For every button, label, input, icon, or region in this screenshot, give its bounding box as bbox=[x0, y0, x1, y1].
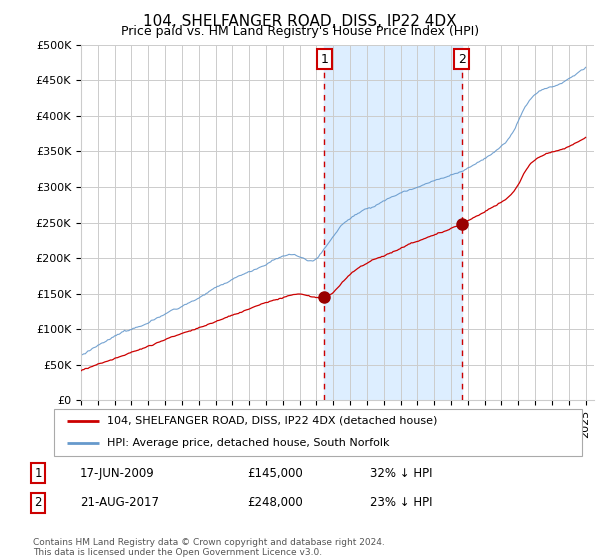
FancyBboxPatch shape bbox=[54, 409, 582, 456]
Text: 17-JUN-2009: 17-JUN-2009 bbox=[80, 467, 155, 480]
Text: HPI: Average price, detached house, South Norfolk: HPI: Average price, detached house, Sout… bbox=[107, 438, 389, 448]
Text: 2: 2 bbox=[34, 497, 42, 510]
Bar bbox=[324, 45, 462, 400]
Text: £145,000: £145,000 bbox=[247, 467, 303, 480]
Text: 1: 1 bbox=[320, 53, 328, 66]
Text: 21-AUG-2017: 21-AUG-2017 bbox=[80, 497, 159, 510]
Text: 23% ↓ HPI: 23% ↓ HPI bbox=[370, 497, 433, 510]
Text: 104, SHELFANGER ROAD, DISS, IP22 4DX (detached house): 104, SHELFANGER ROAD, DISS, IP22 4DX (de… bbox=[107, 416, 437, 426]
Text: 104, SHELFANGER ROAD, DISS, IP22 4DX: 104, SHELFANGER ROAD, DISS, IP22 4DX bbox=[143, 14, 457, 29]
Text: Price paid vs. HM Land Registry's House Price Index (HPI): Price paid vs. HM Land Registry's House … bbox=[121, 25, 479, 38]
Text: 2: 2 bbox=[458, 53, 466, 66]
Text: 32% ↓ HPI: 32% ↓ HPI bbox=[370, 467, 433, 480]
Text: 1: 1 bbox=[34, 467, 42, 480]
Text: £248,000: £248,000 bbox=[247, 497, 303, 510]
Text: Contains HM Land Registry data © Crown copyright and database right 2024.
This d: Contains HM Land Registry data © Crown c… bbox=[33, 538, 385, 557]
